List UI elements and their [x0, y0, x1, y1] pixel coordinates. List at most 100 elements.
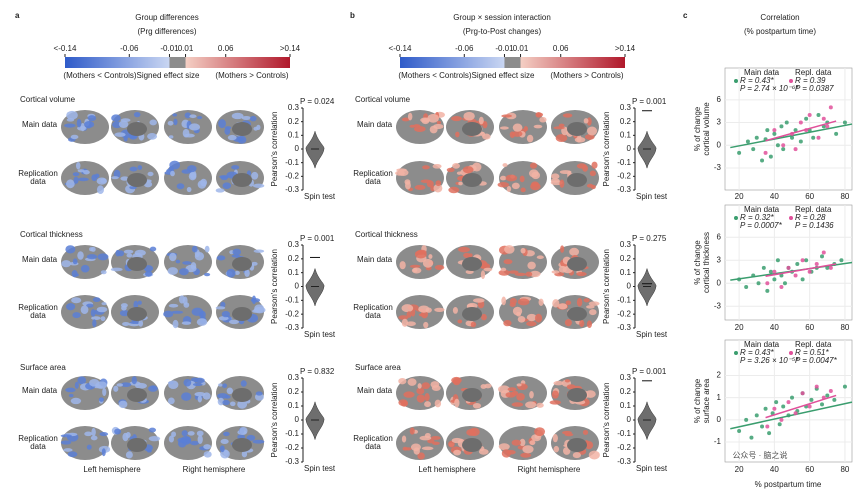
brain-patch [246, 434, 256, 441]
brain-patch [589, 309, 597, 316]
point [760, 424, 765, 429]
brain-patch [138, 320, 144, 327]
colorbar-tick-label: -0.01 [160, 44, 179, 53]
panel-subtitle: (Prg differences) [138, 27, 197, 36]
y-tick-label: 0 [295, 415, 300, 424]
brain-patch [507, 387, 517, 392]
point [765, 424, 770, 429]
brain-patch [418, 313, 426, 317]
brain-patch [114, 428, 122, 435]
legend-marker [789, 79, 793, 83]
brain-patch [251, 295, 257, 305]
brain-patch [84, 120, 95, 128]
legend-marker [789, 216, 793, 220]
point [804, 116, 809, 121]
annotation-r: R = 0.43* [740, 348, 774, 357]
brain-patch [468, 253, 473, 258]
brain-patch [529, 270, 541, 278]
brain-patch [86, 444, 92, 450]
point [832, 397, 837, 402]
brain-patch [500, 267, 507, 272]
colorbar-right-label: (Mothers > Controls) [550, 71, 623, 80]
brain-patch [135, 382, 147, 389]
y-tick-label: 0.3 [620, 103, 632, 112]
medial-wall [127, 173, 147, 187]
annotation-title: Repl. data [795, 340, 832, 349]
brain-patch [147, 171, 154, 177]
brain [396, 426, 444, 460]
brain-patch [215, 306, 226, 310]
point [786, 400, 791, 405]
y-tick-label: 6 [717, 95, 722, 104]
brain-patch [481, 313, 487, 321]
point [775, 258, 780, 263]
brain-patch [113, 385, 119, 392]
brain-patch [147, 132, 158, 140]
x-tick-label: 40 [770, 465, 779, 474]
brain-patch [523, 126, 528, 132]
brain-patch [502, 163, 508, 168]
point [744, 417, 749, 422]
brain-patch [555, 134, 568, 142]
brain-patch [100, 316, 106, 322]
y-tick-label: 0.2 [288, 117, 300, 126]
brain-patch [102, 387, 107, 397]
y-tick-label: -0.3 [617, 185, 631, 194]
violin [637, 267, 657, 306]
row-label: Replication [353, 169, 393, 178]
hemisphere-label: Left hemisphere [418, 465, 476, 474]
row-title: Surface area [355, 363, 401, 372]
brain-patch [576, 271, 587, 277]
colorbar-right-label: (Mothers > Controls) [215, 71, 288, 80]
point [779, 417, 784, 422]
brain-patch [405, 321, 416, 327]
brain-patch [219, 445, 225, 453]
brain-patch [92, 297, 101, 303]
brain-patch [98, 397, 104, 402]
violin [305, 130, 325, 169]
point [768, 154, 773, 159]
medial-wall [232, 388, 252, 402]
brain-patch [417, 383, 422, 389]
brain-patch [427, 439, 435, 444]
brain-patch [455, 131, 460, 138]
brain-patch [422, 258, 434, 268]
brain-patch [144, 270, 153, 277]
brain-patch [252, 309, 260, 313]
fit-line [765, 263, 837, 278]
brain-patch [137, 300, 142, 305]
point [772, 406, 777, 411]
brain-patch [101, 302, 107, 306]
plot-area [724, 204, 853, 321]
y-axis-label: Pearson's correlation [270, 383, 279, 458]
brain-patch [120, 176, 129, 181]
brain-patch [398, 315, 409, 320]
brain-patch [413, 126, 426, 133]
brain-patch [480, 131, 486, 137]
point [781, 143, 786, 148]
y-tick-label: 0.3 [288, 103, 300, 112]
brain-patch [433, 123, 444, 130]
y-axis-label: Pearson's correlation [602, 383, 611, 458]
brain-patch [508, 270, 519, 274]
brain-patch [409, 264, 421, 269]
point [765, 128, 770, 133]
brain-patch [168, 135, 174, 139]
brain-patch [525, 401, 537, 409]
brain-patch [90, 435, 98, 441]
brain-patch [237, 399, 248, 409]
brain-patch [409, 124, 416, 128]
y-tick-label: 0.3 [288, 373, 300, 382]
brain-patch [168, 303, 179, 308]
y-axis-label: % of change [693, 106, 702, 151]
annotation-p: P = 0.1436 [795, 221, 834, 230]
y-tick-label: 0 [627, 415, 632, 424]
brain-patch [432, 441, 440, 445]
annotation-p: P = 0.0007* [740, 221, 783, 230]
point [800, 391, 805, 396]
annotation-p: P = 2.74 × 10⁻⁶* [740, 84, 799, 93]
brain-patch [398, 377, 407, 385]
brain-patch [84, 431, 93, 437]
medial-wall [127, 307, 147, 321]
brain-patch [538, 298, 544, 306]
